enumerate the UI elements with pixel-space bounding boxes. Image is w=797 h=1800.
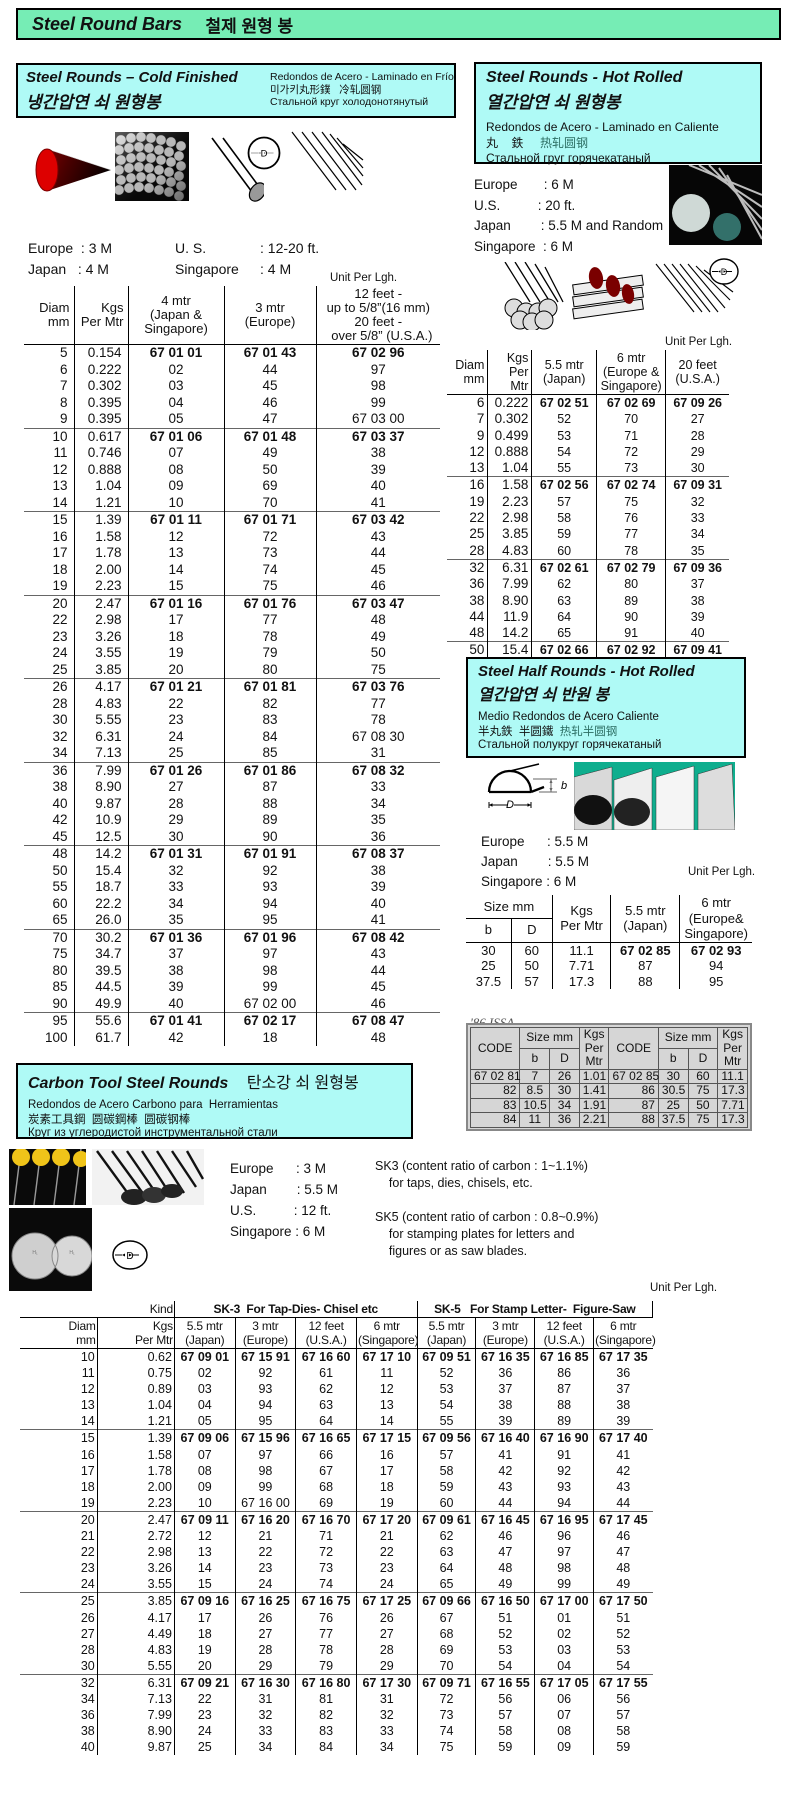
svg-text:D: D	[506, 799, 514, 811]
svg-text:b: b	[561, 780, 567, 792]
svg-text:D: D	[126, 1251, 133, 1262]
svg-text:D: D	[261, 149, 268, 160]
svg-text:D: D	[721, 267, 728, 277]
svg-text:H₁: H₁	[69, 1250, 75, 1256]
svg-text:H₁: H₁	[32, 1250, 38, 1256]
